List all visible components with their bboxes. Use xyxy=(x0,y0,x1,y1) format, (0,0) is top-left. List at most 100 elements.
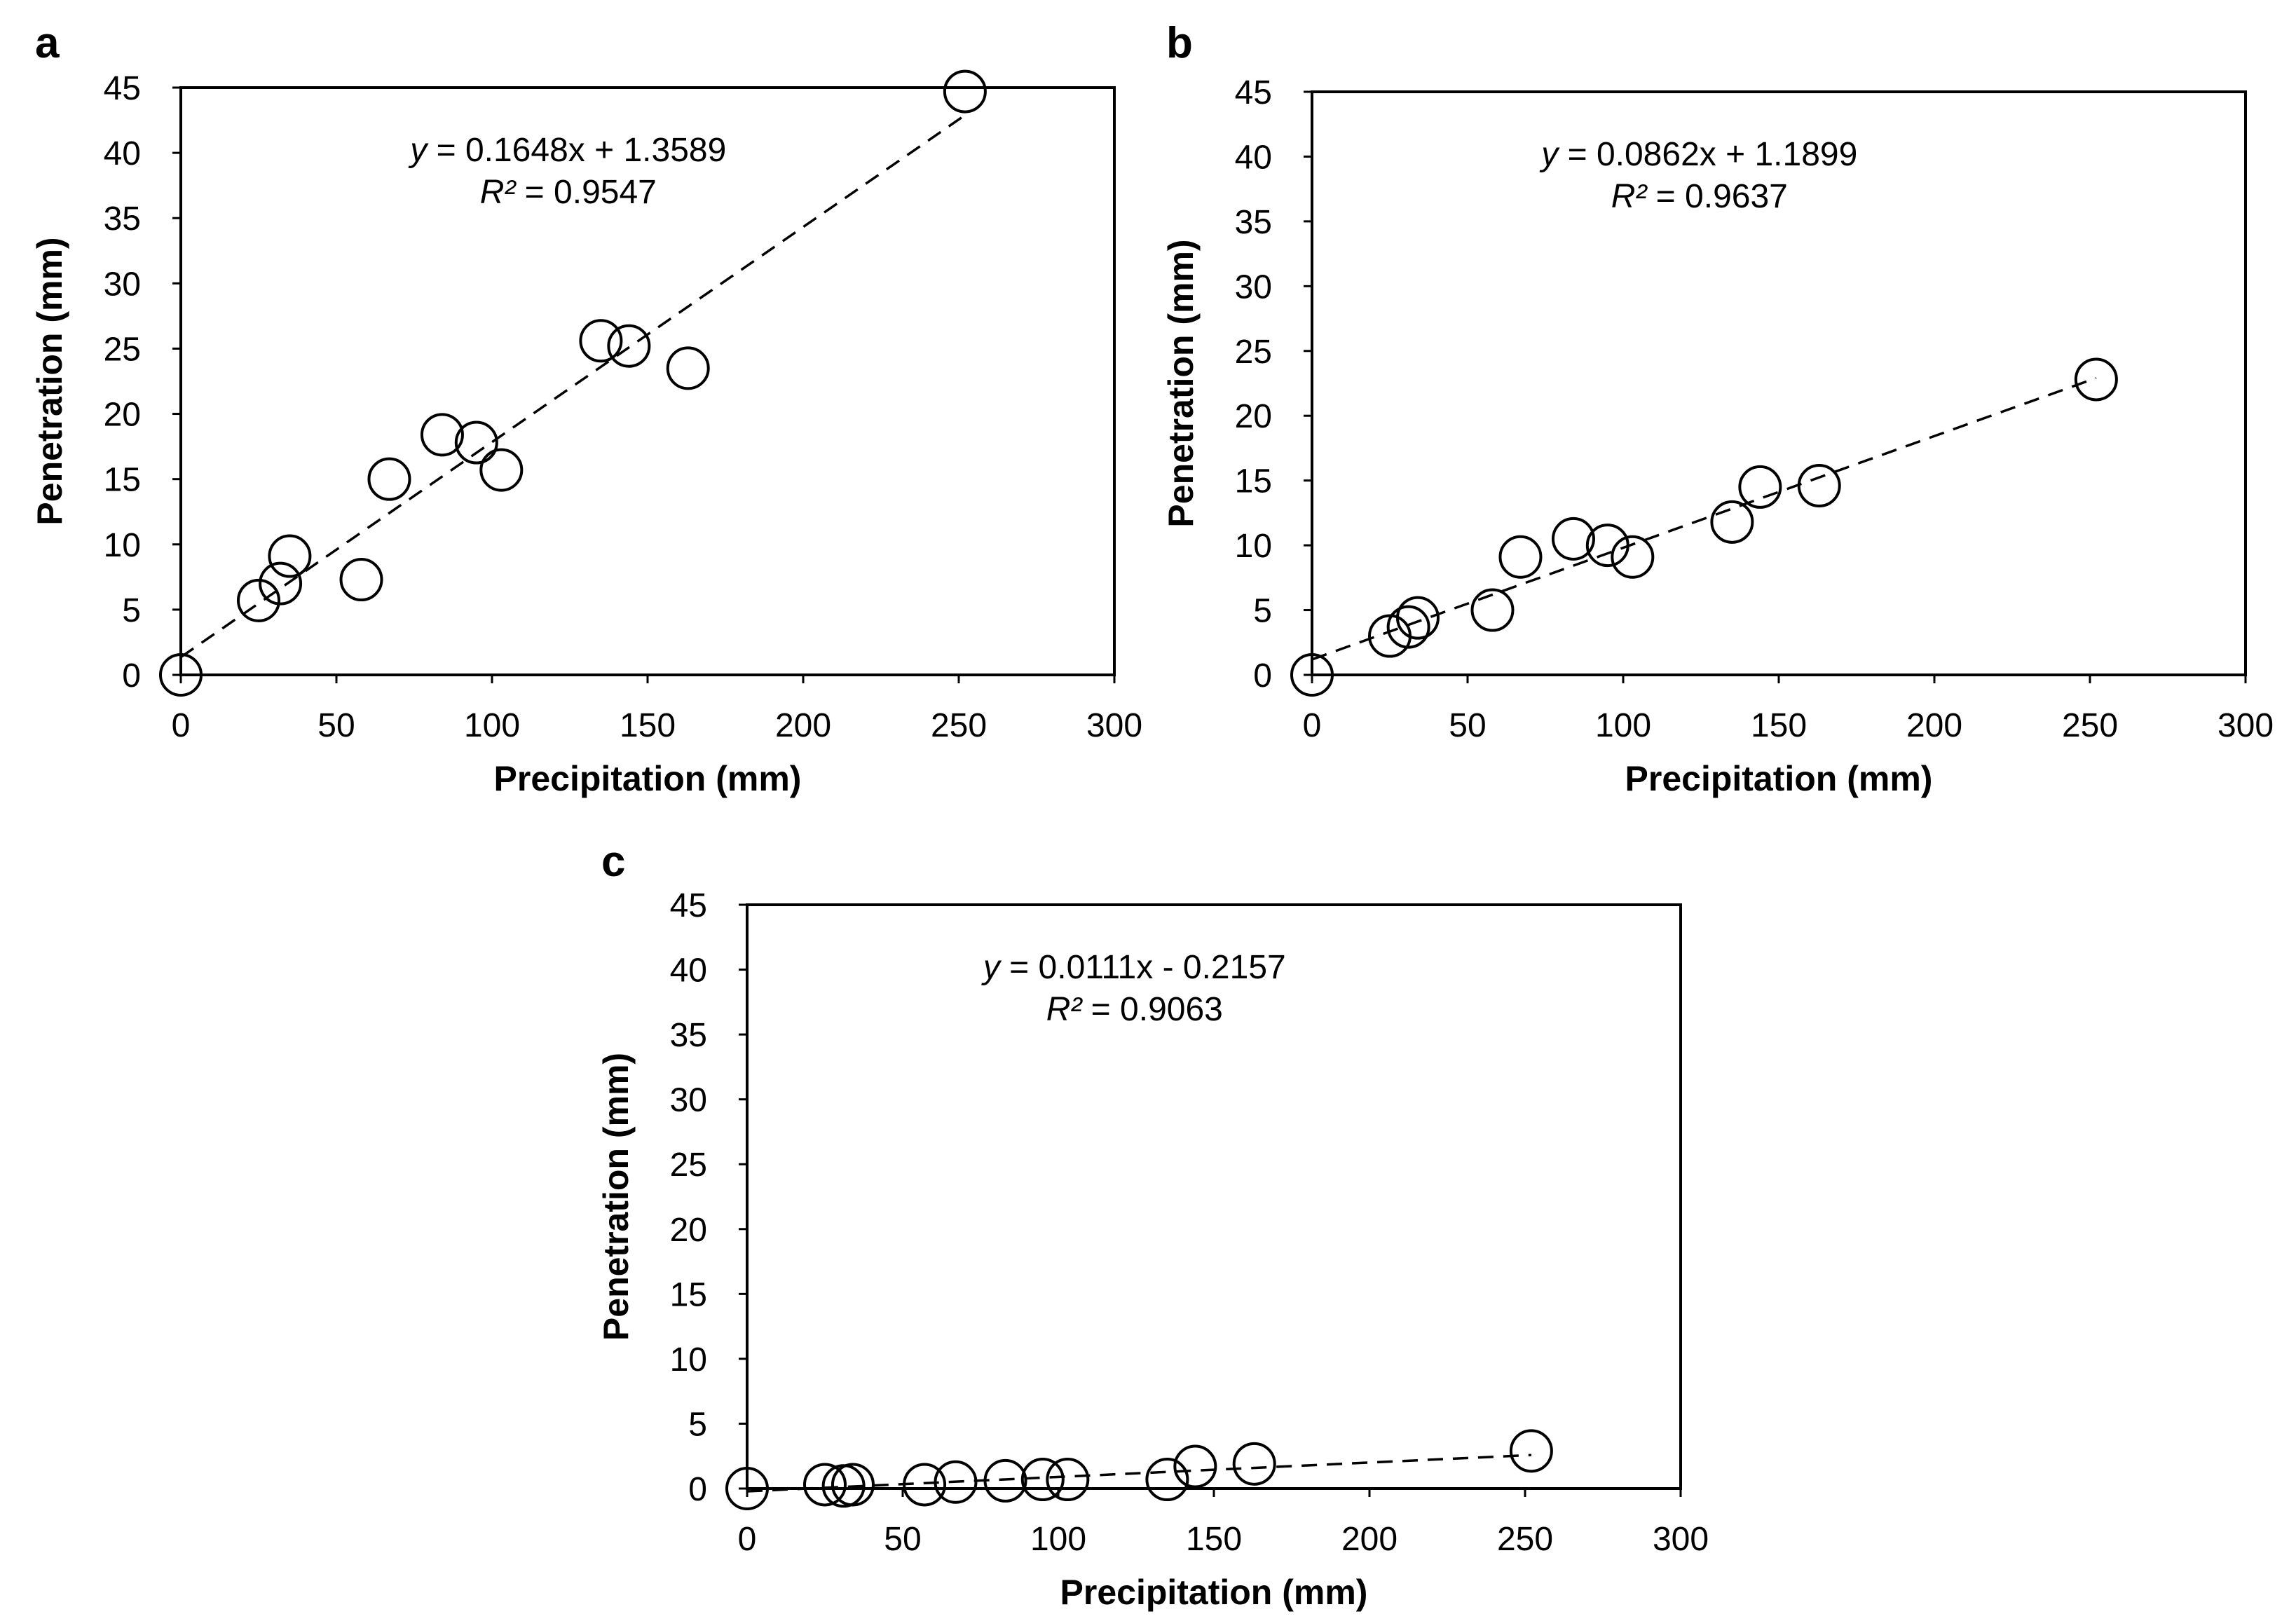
data-point-5 xyxy=(934,1460,978,1504)
y-tick-label: 25 xyxy=(670,1147,707,1184)
equation-variable: y xyxy=(981,949,1002,986)
data-point-10 xyxy=(1738,465,1782,509)
equation-body: = 0.0111x - 0.2157 xyxy=(1000,949,1286,986)
y-tick-label: 10 xyxy=(670,1341,707,1379)
x-tick-label: 50 xyxy=(1449,707,1486,744)
x-tick-label: 0 xyxy=(1303,707,1322,744)
data-point-8 xyxy=(479,448,524,492)
y-tick-label: 10 xyxy=(104,527,141,564)
data-point-7 xyxy=(1585,524,1629,568)
y-tick-label: 45 xyxy=(1235,74,1272,111)
y-tick-label: 15 xyxy=(104,462,141,499)
panel-c: c 0 50 100 150 200 250 300 0 5 10 15 20 25 30 35 40 45 Pre… xyxy=(596,837,1709,1612)
r-squared: R² = 0.9637 xyxy=(1611,178,1788,215)
trend-line xyxy=(1311,376,2097,661)
data-point-1 xyxy=(237,578,280,622)
y-tick-label: 5 xyxy=(122,592,141,629)
r-squared-value: = 0.9547 xyxy=(515,174,657,211)
regression-equation: y = 0.0862x + 1.1899 xyxy=(1539,136,1857,173)
equation-body: = 0.1648x + 1.3589 xyxy=(427,132,726,169)
x-tick-label: 0 xyxy=(172,707,191,744)
x-tick-label: 150 xyxy=(620,707,676,744)
data-point-11 xyxy=(1797,464,1841,508)
data-point-11 xyxy=(1232,1442,1276,1486)
x-tick-label: 150 xyxy=(1751,707,1807,744)
data-point-7 xyxy=(454,420,498,465)
r-squared-value: = 0.9063 xyxy=(1081,991,1223,1028)
y-tick-label: 35 xyxy=(104,200,141,238)
data-point-5 xyxy=(1498,535,1543,579)
data-point-0 xyxy=(159,653,203,697)
x-tick-label: 100 xyxy=(1030,1521,1086,1558)
x-axis-title: Precipitation (mm) xyxy=(1060,1573,1368,1612)
data-point-8 xyxy=(1046,1458,1090,1502)
x-tick-label: 200 xyxy=(1341,1521,1398,1558)
x-tick-label: 200 xyxy=(1906,707,1962,744)
panel-a: a 0 50 100 150 200 250 300 0 5 10 15 20 25 30 35 40 45 Pre… xyxy=(30,19,1142,798)
x-tick-label: 150 xyxy=(1186,1521,1242,1558)
r-squared-value: = 0.9637 xyxy=(1646,178,1788,215)
data-point-6 xyxy=(1551,517,1595,561)
r-squared-symbol: R² xyxy=(480,174,517,211)
y-tick-label: 35 xyxy=(670,1017,707,1054)
y-tick-label: 30 xyxy=(104,266,141,303)
data-point-9 xyxy=(1145,1458,1189,1502)
equation-body: = 0.0862x + 1.1899 xyxy=(1558,136,1857,173)
data-point-12 xyxy=(1509,1429,1553,1473)
panel-letter: b xyxy=(1166,19,1193,67)
data-point-3 xyxy=(1395,596,1440,640)
x-tick-label: 250 xyxy=(931,707,987,744)
data-point-4 xyxy=(903,1463,947,1507)
r-squared-symbol: R² xyxy=(1046,991,1084,1028)
y-tick-label: 0 xyxy=(122,657,141,695)
data-point-0 xyxy=(725,1467,769,1510)
x-tick-label: 100 xyxy=(464,707,520,744)
x-axis-title: Precipitation (mm) xyxy=(1625,759,1933,798)
x-tick-label: 200 xyxy=(775,707,831,744)
y-tick-label: 40 xyxy=(1235,139,1272,176)
x-tick-label: 0 xyxy=(738,1521,757,1558)
equation-variable: y xyxy=(408,132,429,169)
data-point-2 xyxy=(259,561,303,606)
y-tick-label: 15 xyxy=(1235,463,1272,500)
x-tick-label: 300 xyxy=(1653,1521,1709,1558)
x-tick-label: 50 xyxy=(884,1521,921,1558)
x-axis-title: Precipitation (mm) xyxy=(494,759,802,798)
y-tick-label: 35 xyxy=(1235,204,1272,241)
data-point-9 xyxy=(579,319,623,363)
data-point-10 xyxy=(607,324,651,368)
y-tick-label: 20 xyxy=(1235,398,1272,435)
y-tick-label: 20 xyxy=(104,397,141,434)
y-axis-title: Penetration (mm) xyxy=(30,237,69,525)
y-tick-label: 0 xyxy=(688,1471,707,1508)
data-point-12 xyxy=(2074,357,2118,402)
data-point-8 xyxy=(1611,535,1655,579)
trend-line xyxy=(746,1454,1531,1493)
x-tick-label: 100 xyxy=(1595,707,1651,744)
data-point-3 xyxy=(268,534,312,578)
data-point-3 xyxy=(831,1463,875,1507)
y-tick-label: 25 xyxy=(104,331,141,368)
data-point-6 xyxy=(420,413,464,457)
y-tick-label: 45 xyxy=(670,887,707,924)
equation-variable: y xyxy=(1539,136,1560,173)
regression-equation: y = 0.1648x + 1.3589 xyxy=(408,132,726,169)
regression-equation: y = 0.0111x - 0.2157 xyxy=(981,949,1286,986)
y-tick-label: 20 xyxy=(670,1212,707,1249)
x-tick-label: 250 xyxy=(2062,707,2118,744)
x-tick-label: 50 xyxy=(317,707,355,744)
y-axis-title: Penetration (mm) xyxy=(596,1053,636,1341)
y-tick-label: 30 xyxy=(670,1082,707,1119)
y-tick-label: 15 xyxy=(670,1276,707,1313)
y-tick-label: 25 xyxy=(1235,334,1272,371)
x-tick-label: 250 xyxy=(1497,1521,1553,1558)
y-tick-label: 40 xyxy=(104,135,141,172)
panel-letter: a xyxy=(35,19,60,67)
data-point-4 xyxy=(1470,588,1515,632)
y-tick-label: 40 xyxy=(670,952,707,990)
data-point-6 xyxy=(983,1458,1027,1503)
data-point-2 xyxy=(1386,605,1430,649)
y-tick-label: 5 xyxy=(688,1406,707,1443)
r-squared: R² = 0.9547 xyxy=(480,174,657,211)
